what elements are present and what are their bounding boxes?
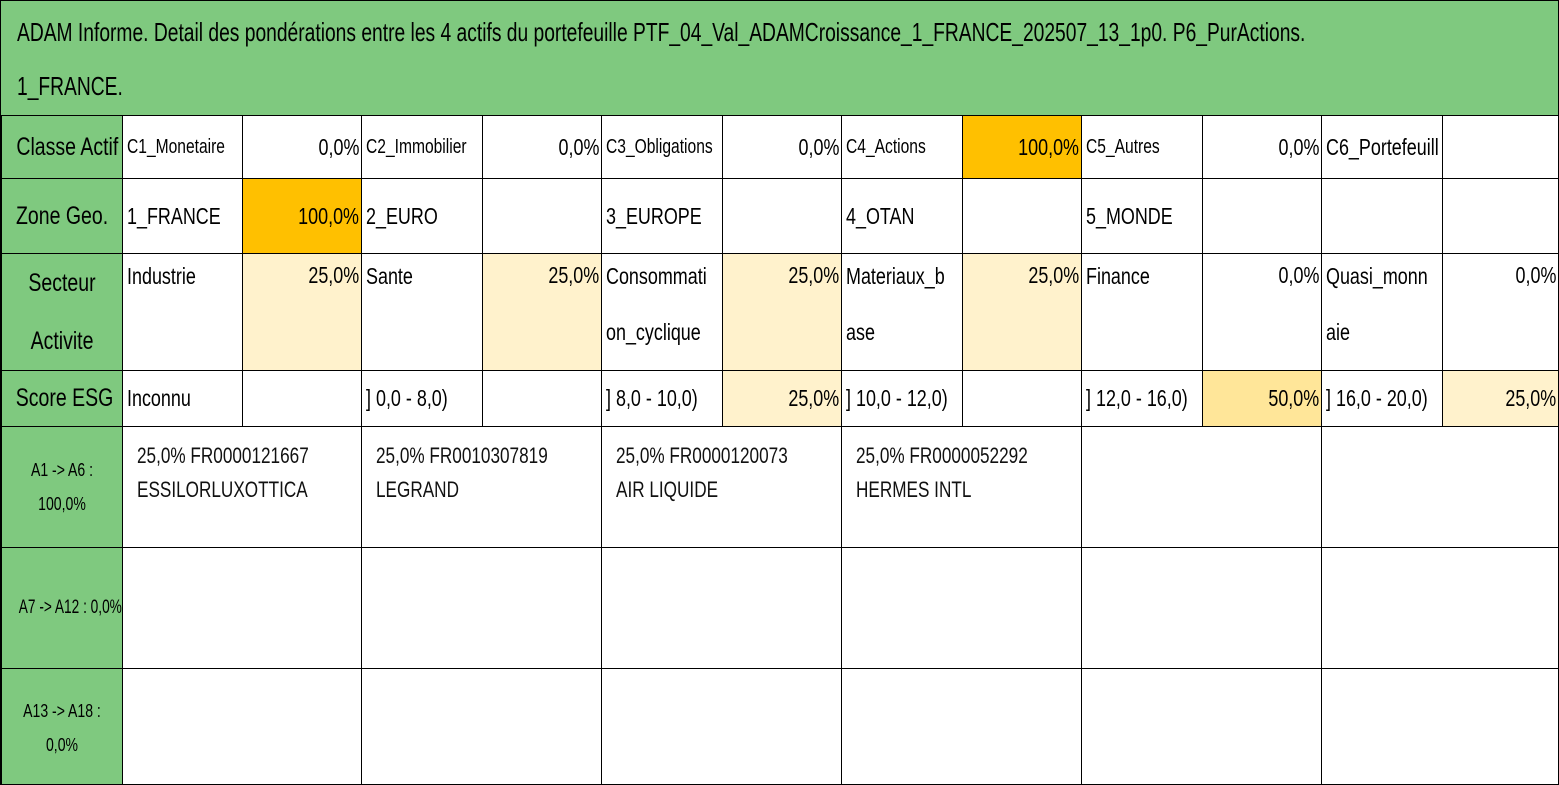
label-cell <box>1321 178 1443 254</box>
label-cell: Finance <box>1081 253 1203 371</box>
asset-cell-empty <box>122 547 362 669</box>
value-cell <box>722 178 842 254</box>
value-cell-highlight: 25,0% <box>1442 370 1558 427</box>
label-cell: Quasi_monn aie <box>1321 253 1443 371</box>
asset-cell-empty <box>361 547 602 669</box>
value-cell <box>482 178 602 254</box>
label-cell: ] 12,0 - 16,0) <box>1081 370 1203 427</box>
label-cell: ] 16,0 - 20,0) <box>1321 370 1443 427</box>
header-score-esg: Score ESG <box>1 370 123 427</box>
value-cell: 0,0% <box>722 115 842 179</box>
value-cell-highlight: 25,0% <box>722 253 842 371</box>
header-assets-a7-a12: A7 -> A12 : 0,0% <box>1 547 123 669</box>
asset-cell-empty <box>1321 547 1558 669</box>
value-cell <box>962 178 1082 254</box>
value-cell-highlight: 100,0% <box>242 178 362 254</box>
label-cell: C1_Monetaire <box>122 115 243 179</box>
row-zone-geo: Zone Geo. 1_FRANCE 100,0% 2_EURO 3_EUROP… <box>1 178 1558 254</box>
value-cell: 0,0% <box>242 115 362 179</box>
label-cell: 4_OTAN <box>841 178 963 254</box>
header-classe-actif: Classe Actif <box>1 115 123 179</box>
asset-cell: 25,0% FR0000120073 AIR LIQUIDE <box>601 426 842 548</box>
label-cell: 3_EUROPE <box>601 178 723 254</box>
title-line-2: 1_FRANCE. <box>17 71 123 101</box>
row-assets-2: A7 -> A12 : 0,0% <box>1 547 1558 669</box>
label-cell: 1_FRANCE <box>122 178 243 254</box>
label-cell: ] 8,0 - 10,0) <box>601 370 723 427</box>
value-cell-highlight: 25,0% <box>722 370 842 427</box>
asset-cell-empty <box>841 668 1082 784</box>
header-assets-a13-a18: A13 -> A18 : 0,0% <box>1 668 123 784</box>
value-cell <box>242 370 362 427</box>
asset-cell-empty <box>1081 547 1322 669</box>
label-cell: C2_Immobilier <box>361 115 483 179</box>
header-secteur-activite: Secteur Activite <box>1 253 123 371</box>
asset-cell-empty <box>601 547 842 669</box>
label-cell: Industrie <box>122 253 243 371</box>
asset-cell-empty <box>122 668 362 784</box>
asset-cell: 25,0% FR0000052292 HERMES INTL <box>841 426 1082 548</box>
asset-cell-empty <box>601 668 842 784</box>
asset-cell: 25,0% FR0000121667 ESSILORLUXOTTICA <box>122 426 362 548</box>
asset-cell-empty <box>841 547 1082 669</box>
label-cell: Consommati on_cyclique <box>601 253 723 371</box>
value-cell: 0,0% <box>1202 253 1322 371</box>
value-cell-highlight: 25,0% <box>962 253 1082 371</box>
report-title: ADAM Informe. Detail des pondérations en… <box>1 1 1558 115</box>
allocation-table: Classe Actif C1_Monetaire 0,0% C2_Immobi… <box>1 115 1558 784</box>
asset-cell-empty <box>1321 668 1558 784</box>
label-cell: C5_Autres <box>1081 115 1203 179</box>
label-cell: ] 10,0 - 12,0) <box>841 370 963 427</box>
row-score-esg: Score ESG Inconnu ] 0,0 - 8,0) ] 8,0 - 1… <box>1 370 1558 427</box>
label-cell: C6_Portefeuill <box>1321 115 1443 179</box>
value-cell <box>482 370 602 427</box>
value-cell <box>1442 115 1558 179</box>
asset-cell-empty <box>1321 426 1558 548</box>
value-cell: 0,0% <box>482 115 602 179</box>
row-classe-actif: Classe Actif C1_Monetaire 0,0% C2_Immobi… <box>1 115 1558 179</box>
value-cell-highlight: 25,0% <box>482 253 602 371</box>
value-cell <box>1442 178 1558 254</box>
label-cell: Sante <box>361 253 483 371</box>
label-cell: Materiaux_b ase <box>841 253 963 371</box>
row-assets-1: A1 -> A6 : 100,0% 25,0% FR0000121667 ESS… <box>1 426 1558 548</box>
row-secteur-activite: Secteur Activite Industrie 25,0% Sante 2… <box>1 253 1558 371</box>
asset-cell: 25,0% FR0010307819 LEGRAND <box>361 426 602 548</box>
asset-cell-empty <box>361 668 602 784</box>
value-cell <box>962 370 1082 427</box>
value-cell <box>1202 178 1322 254</box>
row-assets-3: A13 -> A18 : 0,0% <box>1 668 1558 784</box>
value-cell-highlight: 100,0% <box>962 115 1082 179</box>
header-zone-geo: Zone Geo. <box>1 178 123 254</box>
label-cell: Inconnu <box>122 370 243 427</box>
header-assets-a1-a6: A1 -> A6 : 100,0% <box>1 426 123 548</box>
label-cell: C4_Actions <box>841 115 963 179</box>
value-cell: 0,0% <box>1442 253 1558 371</box>
label-cell: C3_Obligations <box>601 115 723 179</box>
title-line-1: ADAM Informe. Detail des pondérations en… <box>17 17 1306 47</box>
label-cell: 5_MONDE <box>1081 178 1203 254</box>
asset-cell-empty <box>1081 426 1322 548</box>
label-cell: ] 0,0 - 8,0) <box>361 370 483 427</box>
value-cell: 0,0% <box>1202 115 1322 179</box>
label-cell: 2_EURO <box>361 178 483 254</box>
value-cell-highlight: 25,0% <box>242 253 362 371</box>
value-cell-highlight: 50,0% <box>1202 370 1322 427</box>
asset-cell-empty <box>1081 668 1322 784</box>
